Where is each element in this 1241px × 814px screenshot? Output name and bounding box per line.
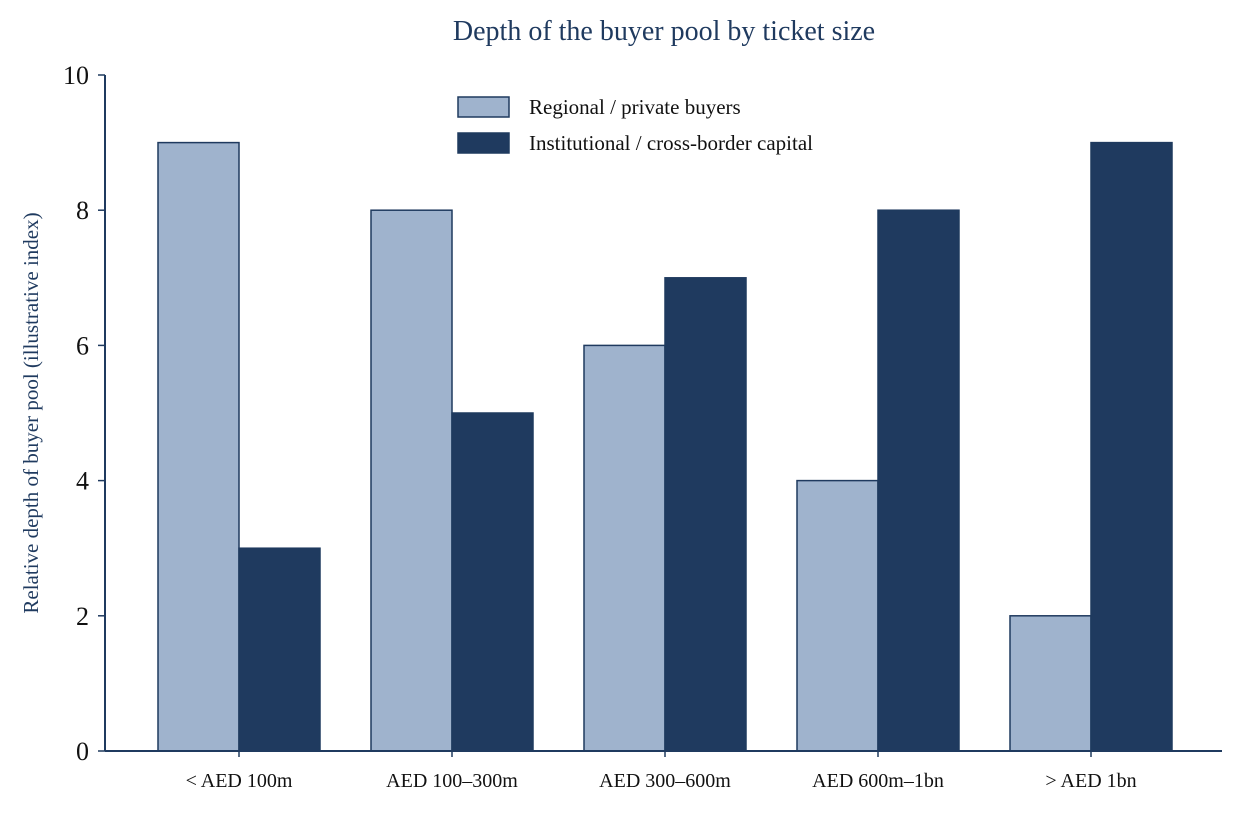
x-tick-label: > AED 1bn bbox=[1045, 770, 1136, 792]
legend-swatch-2 bbox=[457, 132, 510, 154]
y-tick-label: 4 bbox=[76, 467, 89, 496]
y-tick-label: 6 bbox=[76, 331, 89, 360]
x-tick-label: AED 100–300m bbox=[386, 770, 518, 792]
bar-series-2-cat-5 bbox=[1090, 141, 1173, 752]
x-axis: < AED 100m AED 100–300m AED 300–600m AED 60… bbox=[105, 750, 1222, 792]
legend-label-2: Institutional / cross-border capital bbox=[529, 131, 813, 155]
bar-series-2-cat-3 bbox=[664, 277, 747, 752]
legend: Regional / private buyers Institutional /… bbox=[457, 95, 813, 155]
y-tick-label: 0 bbox=[76, 737, 89, 766]
chart-title: Depth of the buyer pool by ticket size bbox=[453, 16, 875, 47]
y-tick-label: 8 bbox=[76, 196, 89, 225]
x-tick-label: AED 300–600m bbox=[599, 770, 731, 792]
bar-series-1-cat-4 bbox=[796, 479, 879, 752]
bar-series-1-cat-2 bbox=[370, 209, 453, 752]
y-tick-label: 10 bbox=[63, 61, 89, 90]
x-tick-label: < AED 100m bbox=[186, 770, 293, 792]
bar-series-1-cat-3 bbox=[583, 344, 666, 752]
bar-series-2-cat-4 bbox=[877, 209, 960, 752]
plot-area bbox=[157, 141, 1173, 752]
y-axis: 0 2 4 6 8 10 bbox=[63, 61, 106, 766]
y-tick-label: 2 bbox=[76, 602, 89, 631]
legend-swatch-1 bbox=[457, 96, 510, 118]
bar-series-1-cat-5 bbox=[1009, 615, 1092, 752]
x-tick-label: AED 600m–1bn bbox=[812, 770, 944, 792]
y-axis-label: Relative depth of buyer pool (illustrati… bbox=[19, 212, 43, 613]
bar-series-2-cat-2 bbox=[451, 412, 534, 752]
bar-series-2-cat-1 bbox=[238, 547, 321, 752]
bar-series-1-cat-1 bbox=[157, 141, 240, 752]
legend-label-1: Regional / private buyers bbox=[529, 95, 741, 119]
